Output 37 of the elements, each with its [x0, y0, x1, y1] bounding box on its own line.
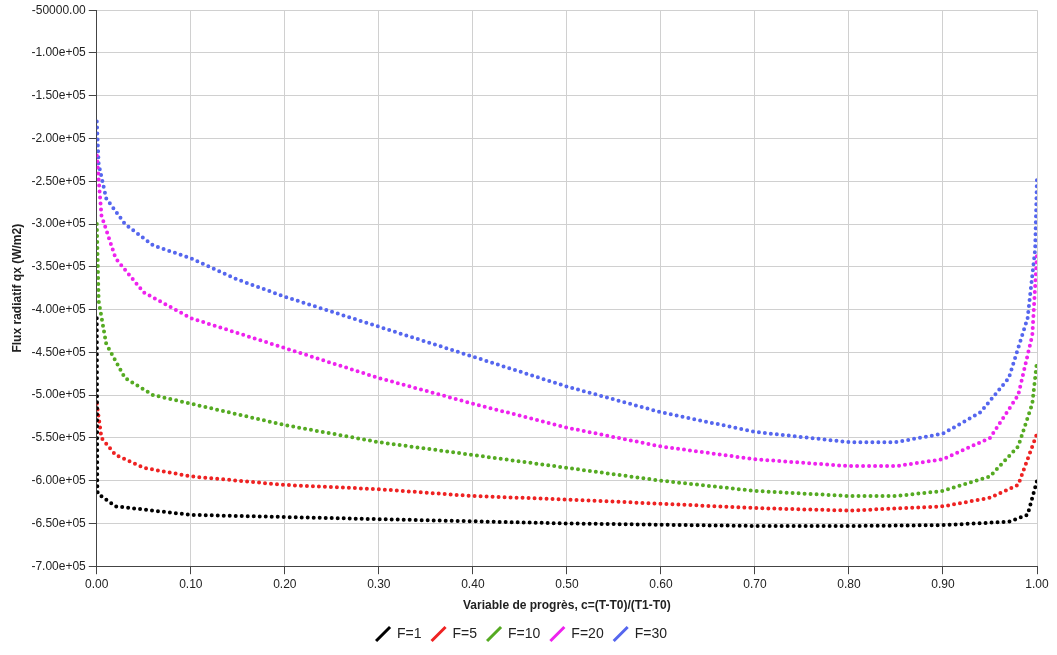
y-tick-label: -5.00e+05: [31, 387, 87, 402]
y-tick-label: -6.50e+05: [31, 515, 87, 530]
legend-label: F=10: [508, 624, 541, 641]
x-tick-label: 0.20: [273, 576, 297, 591]
line-series: [96, 316, 1037, 528]
y-tick-label: -2.50e+05: [31, 173, 87, 188]
y-tick-label: -3.00e+05: [31, 216, 87, 231]
line-series: [96, 153, 1037, 469]
y-axis-title: Flux radiatif qx (W/m2): [9, 223, 24, 353]
x-tick-label: 1.00: [1025, 576, 1049, 591]
y-tick-label: -5.50e+05: [31, 430, 87, 445]
y-tick-label: -6.00e+05: [31, 472, 87, 487]
legend-label: F=5: [452, 624, 478, 641]
x-tick-label: 0.10: [179, 576, 203, 591]
x-tick-label: 0.70: [743, 576, 767, 591]
x-axis-title: Variable de progrès, c=(T-T0)/(T1-T0): [463, 598, 671, 613]
line-series: [96, 401, 1037, 513]
y-tick-label: -50000.00: [31, 2, 87, 17]
y-tick-label: -7.00e+05: [31, 558, 87, 573]
x-tick-label: 0.90: [931, 576, 955, 591]
x-tick-label: 0.60: [649, 576, 673, 591]
legend-label: F=30: [634, 624, 668, 641]
y-tick-label: -4.00e+05: [31, 301, 87, 316]
x-tick-label: 0.30: [367, 576, 391, 591]
y-tick-label: -3.50e+05: [31, 259, 87, 274]
legend-label: F=1: [397, 624, 422, 641]
y-tick-label: -1.00e+05: [31, 45, 87, 60]
y-tick-label: -1.50e+05: [31, 88, 87, 103]
x-tick-label: 0.80: [837, 576, 861, 591]
x-tick-label: 0.40: [461, 576, 485, 591]
line-series: [96, 119, 1037, 445]
y-tick-label: -2.00e+05: [31, 130, 87, 145]
y-tick-label: -4.50e+05: [31, 344, 87, 359]
line-series: [96, 222, 1037, 499]
legend-label: F=20: [571, 624, 604, 641]
x-tick-label: 0.00: [85, 576, 109, 591]
x-tick-label: 0.50: [555, 576, 579, 591]
